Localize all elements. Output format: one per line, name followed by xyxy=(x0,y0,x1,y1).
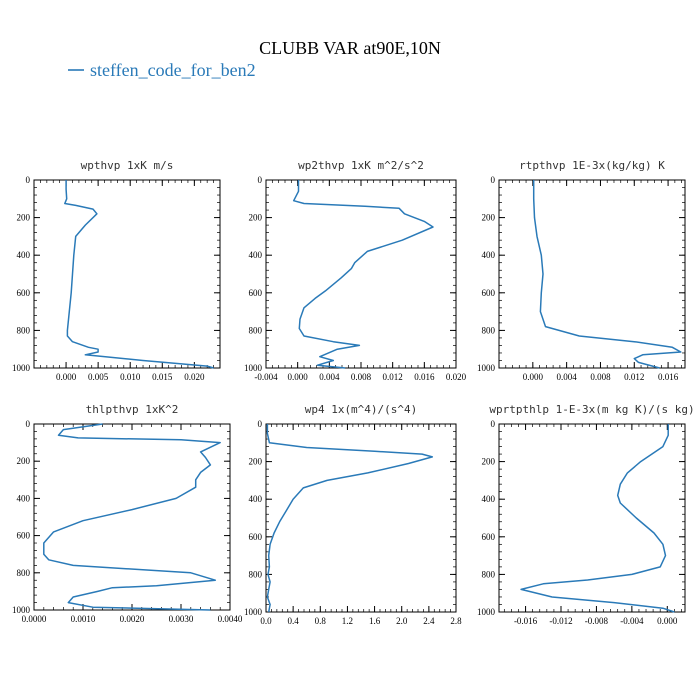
plot-frame xyxy=(265,423,457,613)
y-tick-label: 0 xyxy=(491,419,496,429)
x-tick-label: -0.008 xyxy=(585,616,609,626)
x-tick-label: 2.0 xyxy=(396,616,408,626)
y-tick-label: 0 xyxy=(491,175,496,185)
y-tick-label: 600 xyxy=(482,288,496,298)
x-tick-label: 0.020 xyxy=(446,372,467,382)
y-tick-label: 1000 xyxy=(477,607,496,617)
y-tick-label: 0 xyxy=(258,175,263,185)
panel-title: rtpthvp 1E-3x(kg/kg) K xyxy=(519,159,665,172)
x-tick-label: 2.8 xyxy=(450,616,462,626)
y-tick-label: 1000 xyxy=(477,363,496,373)
y-tick-label: 200 xyxy=(249,457,263,467)
x-tick-label: 0.016 xyxy=(658,372,679,382)
x-tick-label: 1.2 xyxy=(342,616,353,626)
panel-4: thlpthvp 1xK^2 0.0000 0.0010 0.0020 0.0030 0.… xyxy=(12,403,243,624)
plot-frame xyxy=(498,179,686,369)
x-tick-label: 0.4 xyxy=(288,616,300,626)
y-tick-label: 800 xyxy=(482,569,496,579)
x-tick-label: 1.6 xyxy=(369,616,381,626)
x-tick-label: 0.000 xyxy=(523,372,544,382)
x-tick-label: 0.0010 xyxy=(71,614,96,624)
y-tick-label: 800 xyxy=(249,569,263,579)
figure-legend: steffen_code_for_ben2 xyxy=(68,60,256,80)
x-tick-label: 0.016 xyxy=(414,372,435,382)
plot-frame xyxy=(265,179,457,369)
x-tick-label: 0.012 xyxy=(383,372,403,382)
panel-title: wp2thvp 1xK m^2/s^2 xyxy=(298,159,424,172)
legend-label: steffen_code_for_ben2 xyxy=(90,60,256,80)
x-tick-label: 0.000 xyxy=(56,372,77,382)
y-tick-label: 200 xyxy=(482,213,496,223)
y-tick-label: 400 xyxy=(17,493,31,503)
panel-title: wprtpthlp 1-E-3x(m kg K)/(s kg) xyxy=(489,403,694,416)
x-tick-label: 0.005 xyxy=(88,372,109,382)
panels: wpthvp 1xK m/s0.000 0.005 0.010 0.015 0.0200… xyxy=(12,159,695,626)
y-tick-label: 1000 xyxy=(244,607,263,617)
x-tick-label: 0.0 xyxy=(260,616,272,626)
x-tick-label: 0.000 xyxy=(657,616,678,626)
x-tick-label: 0.8 xyxy=(315,616,327,626)
x-tick-label: 0.008 xyxy=(590,372,611,382)
panel-title: thlpthvp 1xK^2 xyxy=(86,403,179,416)
y-tick-label: 400 xyxy=(249,250,263,260)
series-line xyxy=(64,180,214,369)
x-tick-label: 0.004 xyxy=(557,372,578,382)
y-tick-label: 800 xyxy=(17,325,31,335)
panel-1: wpthvp 1xK m/s 0.000 0.005 0.010 0.015 0.020 0… xyxy=(12,159,221,382)
y-tick-label: 400 xyxy=(482,250,496,260)
y-tick-label: 600 xyxy=(17,288,31,298)
series-line xyxy=(532,180,682,369)
x-tick-label: 0.010 xyxy=(120,372,141,382)
x-tick-label: -0.004 xyxy=(620,616,644,626)
plot-frame xyxy=(498,423,686,613)
panel-5: wp4 1x(m^4)/(s^4) 0.0 0.4 0.8 1.2 1.6 2.0 2.4 2.… xyxy=(244,403,462,626)
figure-title: CLUBB VAR at90E,10N xyxy=(259,38,441,58)
panel-title: wp4 1x(m^4)/(s^4) xyxy=(305,403,418,416)
x-tick-label: 0.004 xyxy=(319,372,340,382)
panel-6: wprtpthlp 1-E-3x(m kg K)/(s kg) -0.016 -0.… xyxy=(477,403,695,626)
y-tick-label: 600 xyxy=(249,288,263,298)
y-tick-label: 200 xyxy=(17,213,31,223)
x-tick-label: 0.020 xyxy=(184,372,205,382)
x-tick-label: 0.0030 xyxy=(169,614,194,624)
panel-3: rtpthvp 1E-3x(kg/kg) K 0.000 0.004 0.008 0.0… xyxy=(477,159,686,382)
y-tick-label: 0 xyxy=(26,175,31,185)
x-tick-label: -0.004 xyxy=(254,372,278,382)
y-tick-label: 1000 xyxy=(12,605,31,615)
y-tick-label: 400 xyxy=(482,494,496,504)
y-tick-label: 1000 xyxy=(12,363,31,373)
y-tick-label: 200 xyxy=(249,213,263,223)
x-tick-label: -0.016 xyxy=(514,616,538,626)
y-tick-label: 800 xyxy=(249,325,263,335)
plot-frame xyxy=(33,179,221,369)
y-tick-label: 1000 xyxy=(244,363,263,373)
y-tick-label: 800 xyxy=(17,568,31,578)
series-line xyxy=(43,423,221,611)
y-tick-label: 200 xyxy=(482,457,496,467)
y-tick-label: 800 xyxy=(482,325,496,335)
y-tick-label: 400 xyxy=(17,250,31,260)
x-tick-label: 0.012 xyxy=(624,372,644,382)
y-tick-label: 0 xyxy=(26,419,31,429)
x-tick-label: 0.015 xyxy=(152,372,173,382)
x-tick-label: 0.0020 xyxy=(120,614,145,624)
y-tick-label: 600 xyxy=(17,531,31,541)
y-tick-label: 400 xyxy=(249,494,263,504)
y-tick-label: 600 xyxy=(482,532,496,542)
x-tick-label: 2.4 xyxy=(423,616,435,626)
series-line xyxy=(520,424,675,613)
x-tick-label: 0.0000 xyxy=(22,614,47,624)
y-tick-label: 0 xyxy=(258,419,263,429)
y-tick-label: 600 xyxy=(249,532,263,542)
x-tick-label: 0.008 xyxy=(351,372,372,382)
y-tick-label: 200 xyxy=(17,456,31,466)
series-line xyxy=(266,424,434,613)
x-tick-label: 0.0040 xyxy=(218,614,243,624)
x-tick-label: 0.000 xyxy=(288,372,309,382)
panel-title: wpthvp 1xK m/s xyxy=(81,159,174,172)
x-tick-label: -0.012 xyxy=(549,616,572,626)
series-line xyxy=(292,180,434,369)
panel-2: wp2thvp 1xK m^2/s^2 -0.004 0.000 0.004 0.008… xyxy=(244,159,467,382)
